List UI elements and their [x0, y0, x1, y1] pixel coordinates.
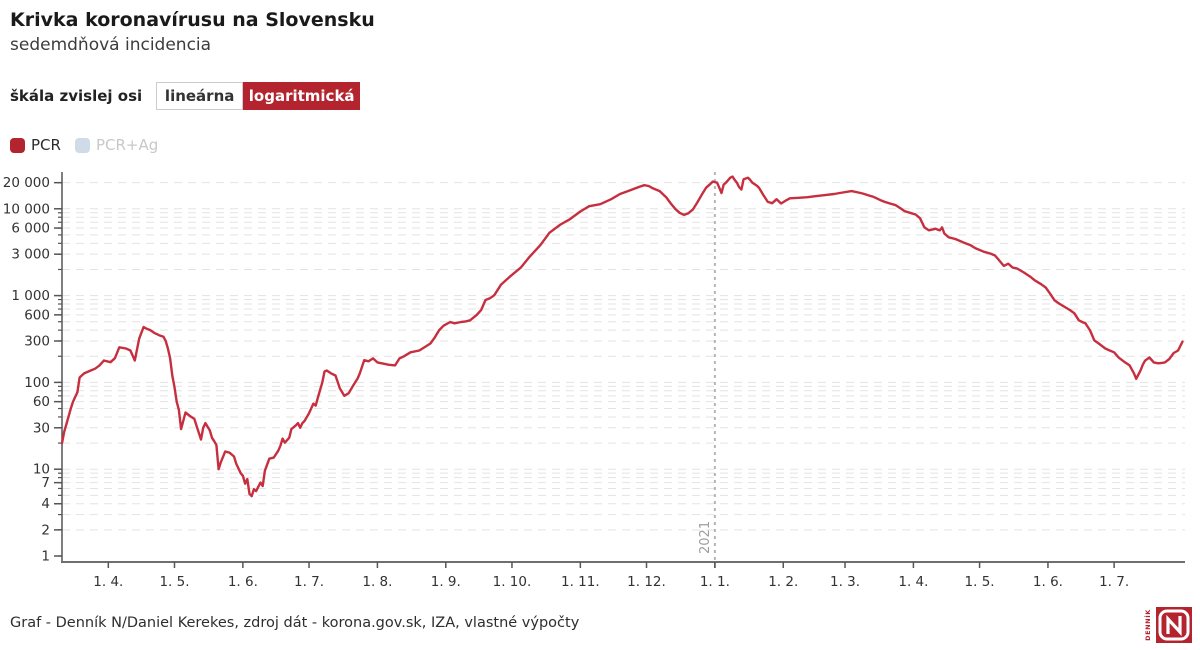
- x-tick-label: 1. 7.: [294, 574, 324, 590]
- gridlines: [62, 182, 1185, 531]
- y-tick-label: 1 000: [11, 288, 50, 304]
- axes: [61, 172, 1185, 563]
- y-tick-label: 600: [24, 307, 50, 323]
- y-tick-label: 3 000: [11, 247, 50, 263]
- x-tick-label: 1. 1.: [700, 574, 730, 590]
- y-tick-label: 2: [41, 522, 50, 538]
- y-tick-label: 1: [41, 549, 50, 565]
- source-credit: Graf - Denník N/Daniel Kerekes, zdroj dá…: [10, 615, 580, 631]
- page-subtitle: sedemdňová incidencia: [10, 34, 212, 55]
- y-axis: 1 2 4 710 30 60 100 300 600 1 000 3 000 6 000 10 000…: [3, 175, 62, 565]
- x-tick-label: 1. 5.: [965, 574, 995, 590]
- series-line-pcr: [60, 175, 1184, 498]
- x-tick-label: 1. 6.: [228, 574, 258, 590]
- x-tick-label: 1. 10.: [493, 574, 532, 590]
- legend-item-pcr-ag[interactable]: PCR+Ag: [74, 136, 159, 154]
- scale-toggle: škála zvislej osi lineárna logaritmická: [10, 82, 361, 110]
- x-tick-label: 1. 9.: [431, 574, 461, 590]
- dennik-n-logo-mark: [1158, 609, 1190, 641]
- y-tick-label: 6 000: [11, 221, 50, 237]
- pcr-swatch-icon: [10, 137, 25, 153]
- x-tick-label: 1. 4.: [93, 574, 123, 590]
- y-tick-label: 300: [24, 333, 50, 349]
- y-tick-label: 10 000: [3, 201, 50, 217]
- page-title: Krivka koronavírusu na Slovensku: [10, 9, 375, 31]
- x-tick-label: 1. 11.: [561, 574, 600, 590]
- y-tick-label: 7: [41, 475, 50, 491]
- x-tick-label: 1. 12.: [627, 574, 666, 590]
- x-tick-label: 1. 8.: [362, 574, 392, 590]
- year-marker-label: 2021: [698, 521, 713, 554]
- y-tick-label: 10: [33, 462, 50, 478]
- legend: PCR PCR+Ag: [10, 136, 172, 154]
- x-tick-label: 1. 3.: [830, 574, 860, 590]
- legend-label-pcr: PCR: [31, 136, 61, 154]
- year-marker: 2021: [698, 172, 716, 568]
- legend-label-pcr-ag: PCR+Ag: [95, 136, 159, 154]
- dennik-n-logo: [1156, 607, 1192, 643]
- y-tick-label: 100: [24, 375, 50, 391]
- y-tick-label: 4: [41, 496, 50, 512]
- y-tick-label: 60: [33, 394, 50, 410]
- pcr-ag-swatch-icon: [74, 137, 90, 153]
- scale-toggle-label: škála zvislej osi: [10, 87, 143, 105]
- x-tick-label: 1. 2.: [768, 574, 798, 590]
- linear-scale-button[interactable]: lineárna: [156, 82, 244, 110]
- y-tick-label: 30: [33, 420, 50, 436]
- chart-header: Krivka koronavírusu na Slovensku sedemdň…: [10, 8, 375, 57]
- legend-item-pcr[interactable]: PCR: [10, 136, 61, 154]
- x-tick-label: 1. 6.: [1033, 574, 1063, 590]
- x-tick-label: 1. 5.: [159, 574, 189, 590]
- x-tick-label: 1. 7.: [1099, 574, 1129, 590]
- y-tick-label: 20 000: [3, 175, 50, 191]
- x-tick-label: 1. 4.: [898, 574, 928, 590]
- log-scale-button[interactable]: logaritmická: [243, 82, 361, 110]
- x-axis: 1. 4. 1. 5. 1. 6. 1. 7. 1. 8. 1. 9. 1. 10. 1. 1…: [93, 562, 1129, 590]
